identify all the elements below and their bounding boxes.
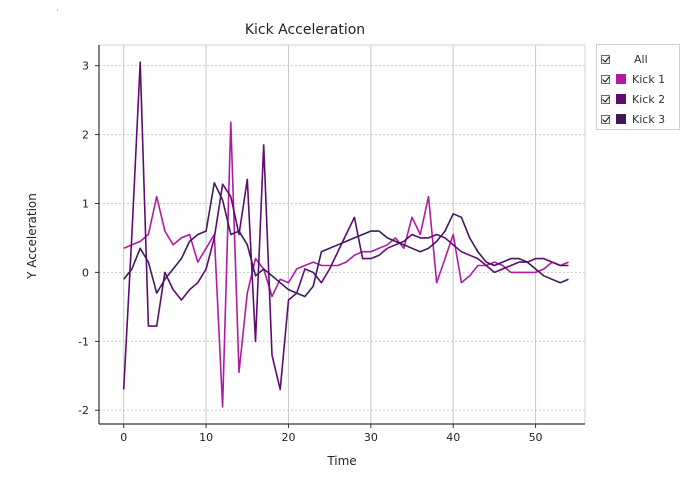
legend: All Kick 1 Kick 2 Kick 3	[596, 44, 680, 130]
legend-checkbox-kick-3[interactable]	[601, 114, 610, 124]
series-line-kick-2	[122, 61, 569, 391]
legend-item-kick-1[interactable]: Kick 1	[601, 71, 665, 87]
stray-dot: ·	[56, 6, 59, 16]
y-tick-label: 1	[82, 197, 89, 210]
y-axis-label: Y Acceleration	[25, 193, 39, 280]
y-tick-label: 2	[82, 129, 89, 142]
y-tick-label: -1	[78, 335, 89, 348]
x-tick-label: 0	[120, 431, 127, 444]
legend-swatch-kick-1	[616, 74, 626, 84]
legend-swatch-kick-3	[616, 114, 626, 124]
y-tick-label: 3	[82, 60, 89, 73]
plot-area	[99, 45, 585, 424]
legend-label-all: All	[634, 52, 648, 66]
chart-title: Kick Acceleration	[245, 22, 365, 38]
legend-checkbox-kick-1[interactable]	[601, 74, 610, 84]
legend-label-kick-2: Kick 2	[632, 92, 666, 106]
y-tick-label: -2	[78, 404, 89, 417]
x-axis-label: Time	[326, 454, 356, 468]
x-tick-label: 10	[199, 431, 213, 444]
x-tick-label: 20	[281, 431, 295, 444]
y-tick-label: 0	[82, 266, 89, 279]
legend-item-kick-3[interactable]: Kick 3	[601, 111, 665, 127]
legend-checkbox-all[interactable]	[601, 54, 610, 64]
series-line-kick-3	[123, 182, 569, 298]
series-line-kick-1	[123, 121, 569, 408]
legend-item-all[interactable]: All	[601, 51, 648, 67]
legend-item-kick-2[interactable]: Kick 2	[601, 91, 665, 107]
legend-label-kick-3: Kick 3	[632, 112, 666, 126]
legend-label-kick-1: Kick 1	[632, 72, 666, 86]
legend-checkbox-kick-2[interactable]	[601, 94, 610, 104]
x-tick-label: 50	[529, 431, 543, 444]
legend-swatch-kick-2	[616, 94, 626, 104]
x-tick-label: 40	[446, 431, 460, 444]
x-tick-label: 30	[364, 431, 378, 444]
